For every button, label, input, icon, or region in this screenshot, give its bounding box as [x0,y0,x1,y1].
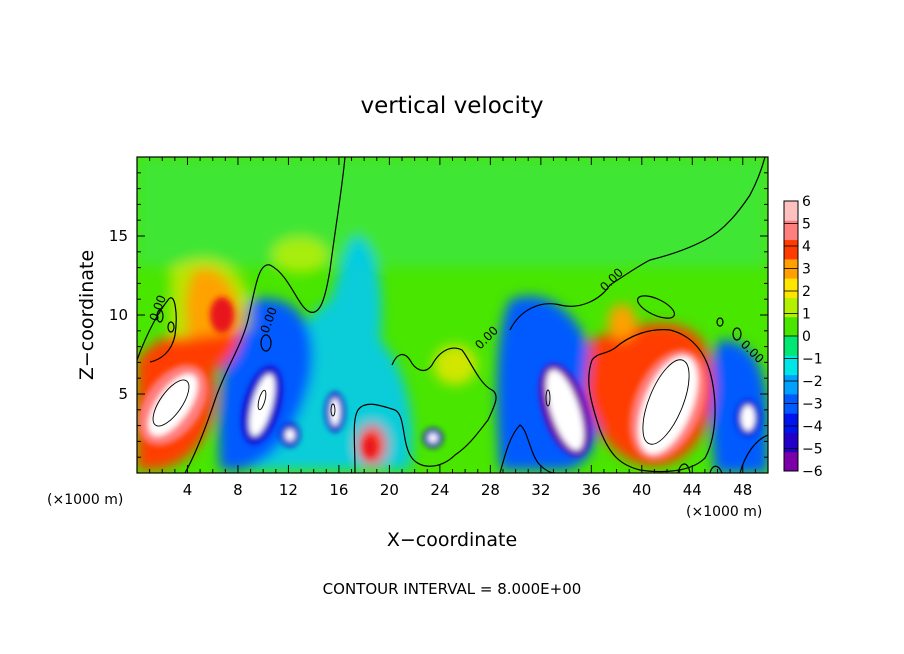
core-b6-white [741,405,755,431]
colorbar-label: −4 [802,419,823,435]
zero-contour-line [588,329,716,473]
colorbar-swatch [784,432,798,453]
x-tick-label: 32 [531,481,550,499]
zero-contour-loop [260,334,272,352]
level-contour-loop [545,389,551,407]
zero-contour-line [509,157,766,331]
level-contours [152,359,690,445]
core-b4-white [428,433,438,443]
colorbar-swatch [784,355,798,376]
colorbar-label: −5 [802,442,823,458]
colorbar-label: 6 [802,194,811,210]
x-unit-left: (×1000 m) [47,492,123,508]
x-tick-label: 40 [632,481,651,499]
y-axis-ticks: 5 10 15 [109,172,768,458]
zero-contour-line [184,157,346,473]
level-contour-loop [152,379,190,427]
level-contour-loop [642,359,690,445]
y-tick-label: 5 [118,385,128,403]
colorbar-swatch [784,201,798,221]
zero-contours [137,157,768,473]
zero-contour-loop [716,317,724,327]
field-orange-right [608,304,636,340]
colorbar-label: 1 [802,307,811,323]
x-tick-label: 4 [183,481,193,499]
colorbar-swatch [784,451,798,472]
colorbar-swatch [784,374,798,395]
x-tick-label: 28 [481,481,500,499]
x-tick-label: 36 [582,481,601,499]
y-axis-label: Z−coordinate [76,250,98,380]
colorbar-swatch [784,278,798,298]
core-red-small [364,437,376,457]
core-b5-white [546,369,584,451]
colorbar: 6 5 4 3 2 1 0 −1 −2 −3 −4 −5 −6 [783,194,823,480]
zero-contour-loop [156,309,164,323]
colorbar-swatch [784,316,798,337]
colorbar-swatch [784,220,798,241]
core-left-white [148,374,198,436]
colorbar-label: 2 [802,284,811,300]
heatmap-field: 0.00 0.00 0.00 0.00 0.00 [137,157,768,473]
zero-contour-line [739,434,768,473]
colorbar-swatch [784,336,798,356]
zero-contour-line [353,347,497,473]
colorbar-swatch [784,239,798,260]
zero-contour-line [499,424,556,473]
zero-contour-loop [636,295,676,319]
chart-title: vertical velocity [361,93,544,119]
colorbar-label: −3 [802,397,823,413]
x-tick-label: 8 [233,481,243,499]
core-b1-white [249,373,275,437]
core-b2-white [285,429,295,441]
core-right-white [638,355,698,455]
x-axis-ticks: 4 8 12 16 20 24 28 32 36 40 44 48 [149,157,756,499]
colorbar-label: 0 [802,329,811,345]
zero-contour-loop [167,321,175,333]
x-tick-label: 16 [329,481,348,499]
x-unit-right: (×1000 m) [686,504,762,520]
x-tick-label: 48 [733,481,752,499]
colorbar-label: −1 [802,352,823,368]
x-tick-label: 20 [380,481,399,499]
zero-contour-loop [732,327,742,341]
colorbar-label: 4 [802,239,811,255]
colorbar-label: 5 [802,217,811,233]
colorbar-swatch [784,297,798,318]
level-contour-loop [330,403,336,417]
colorbar-label: −2 [802,374,823,390]
x-tick-label: 44 [683,481,702,499]
zero-contour-line [677,463,691,473]
colorbar-label: 3 [802,262,811,278]
x-tick-label: 24 [430,481,449,499]
level-contour-loop [257,389,267,411]
y-tick-label: 15 [109,227,128,245]
field-yellow-upper [272,237,328,273]
zero-contour-line [709,465,723,473]
y-tick-label: 10 [109,306,128,324]
x-axis-label: X−coordinate [387,529,517,551]
colorbar-swatch [784,413,798,433]
field-upper-band [137,157,768,267]
contour-interval-note: CONTOUR INTERVAL = 8.000E+00 [323,580,582,598]
colorbar-label: −6 [802,464,823,480]
field-yellow-mid [433,345,477,385]
core-tower-red [210,297,234,333]
zero-contour-line [137,297,177,363]
x-tick-label: 12 [279,481,298,499]
